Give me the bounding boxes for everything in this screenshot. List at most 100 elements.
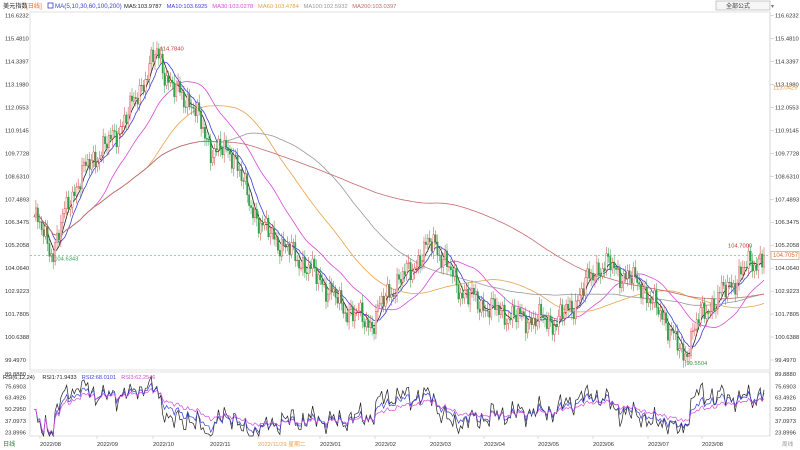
candle-body (63, 208, 66, 214)
timeframe-badge[interactable]: [日线] (26, 2, 42, 10)
candle-body (605, 253, 608, 271)
price-tick-label-right: 108.6310 (775, 174, 799, 180)
candle-body (594, 276, 596, 281)
candle-body (225, 140, 228, 148)
candle-body (424, 241, 427, 245)
candle-body (511, 305, 514, 321)
candle-body (517, 308, 520, 323)
candle-body (601, 268, 604, 277)
candle-body (73, 191, 76, 196)
rsi-header-label: RSI(6,12,24) (3, 375, 35, 381)
candle-body (369, 321, 372, 328)
candle-body (261, 222, 264, 226)
candle-body (157, 48, 160, 59)
candle-body (213, 148, 216, 158)
candle-body (100, 155, 103, 160)
candle-body (632, 267, 635, 284)
candle-body (469, 292, 471, 305)
candle-body (353, 312, 356, 322)
formula-button-label[interactable]: 全部公式 (726, 2, 750, 10)
candle-body (688, 355, 690, 357)
candle-body (505, 323, 508, 325)
candle-body (92, 151, 95, 161)
candle-body (434, 234, 437, 243)
candle-body (442, 259, 445, 268)
candle-body (705, 312, 708, 319)
candle-body (200, 110, 203, 129)
candle-body (332, 288, 335, 293)
candle-body (288, 244, 291, 255)
price-axis: 116.6232 116.6232 115.4810 115.4810 114.3397… (5, 14, 799, 364)
candle-body (672, 330, 675, 334)
candle-body (271, 228, 274, 234)
candle-body (536, 321, 539, 327)
checkbox-icon[interactable] (47, 2, 54, 9)
candle-body (86, 159, 89, 166)
candle-body (478, 308, 481, 313)
candle-body (75, 186, 78, 196)
candle-body (720, 282, 723, 293)
candle-body (192, 106, 195, 109)
candle-body (227, 147, 229, 151)
candle-body (661, 310, 664, 320)
ma-price-tag: 113.0429 (773, 86, 798, 92)
candle-body (640, 284, 642, 298)
candle-body (211, 157, 214, 164)
candle-body (79, 186, 82, 190)
x-axis-tick-label: 2022/10 (153, 442, 174, 448)
candle-body (386, 284, 389, 297)
rsi-tick-label-left: 23.8996 (5, 431, 26, 437)
candle-body (71, 191, 74, 208)
candle-body (668, 329, 671, 341)
candle-body (388, 284, 391, 298)
candle-body (215, 148, 218, 151)
candle-body (134, 97, 137, 99)
x-axis: 2022/08 2022/09 2022/10 2022/11 2022/11/29 星… (39, 436, 723, 448)
candle-body (617, 267, 619, 270)
price-tick-label-left: 115.4810 (5, 37, 29, 43)
candle-body (179, 81, 181, 93)
candle-body (695, 319, 698, 330)
candle-body (350, 306, 352, 310)
candle-body (643, 286, 646, 289)
candle-body (351, 306, 354, 322)
price-tick-label-left: 112.0553 (5, 105, 29, 111)
candle-body (242, 180, 245, 182)
x-axis-tick-label: 2022/11 (210, 442, 231, 448)
price-tick-label-left: 101.7805 (5, 312, 29, 318)
candle-body (330, 282, 333, 293)
candle-body (519, 308, 521, 314)
candle-body (209, 139, 212, 164)
formula-button[interactable] (715, 0, 771, 11)
price-tick-label-left: 106.3475 (5, 220, 29, 226)
rsi-tick-label-right: 75.6903 (775, 384, 796, 390)
candle-body (423, 241, 425, 262)
candle-body (109, 134, 112, 139)
candle-body (371, 321, 374, 329)
candle-body (204, 126, 206, 139)
rsi-header-label: RSI1:71.9433 (42, 375, 76, 381)
candle-body (503, 304, 506, 325)
candle-body (653, 290, 656, 303)
candle-body (699, 307, 702, 324)
candle-body (165, 75, 168, 86)
price-tick-label-right: 100.6388 (775, 335, 799, 341)
candle-body (136, 98, 139, 105)
candle-body (615, 267, 617, 270)
candle-body (453, 267, 456, 277)
candle-body (428, 238, 431, 242)
x-axis-tick-label: 2023/04 (484, 442, 506, 448)
candle-body (315, 267, 318, 285)
dropdown-icon[interactable]: ▾ (771, 3, 774, 10)
candle-body (649, 298, 652, 304)
rsi-header-label: RSI2:68.0101 (82, 375, 116, 381)
candle-body (394, 295, 397, 297)
period-daily-label[interactable]: 日线 (3, 440, 15, 448)
candle-body (248, 194, 251, 206)
period-weekly-label[interactable]: 周线 (782, 440, 794, 448)
candle-body (457, 284, 460, 300)
candle-body (236, 155, 239, 171)
candle-body (336, 297, 339, 304)
price-annotations: 114.7840 99.5504 104.6343 104.7000 (54, 47, 752, 367)
